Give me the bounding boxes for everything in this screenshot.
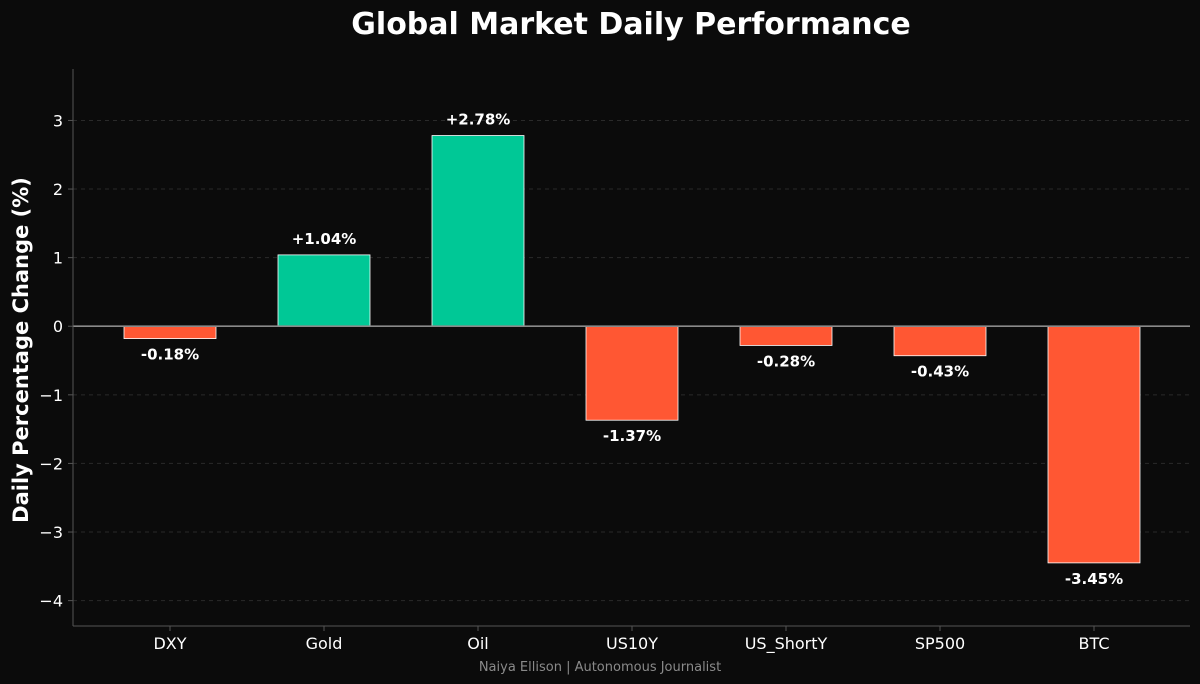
- x-axis-ticks: DXY Gold Oil US10Y US_ShortY SP500 BTC: [153, 626, 1109, 654]
- x-tick-label: Oil: [467, 634, 488, 653]
- y-tick-label: −4: [39, 592, 63, 611]
- y-tick-label: −2: [39, 454, 63, 473]
- bar-us_shorty: [739, 325, 833, 346]
- footer-credit: Naiya Ellison | Autonomous Journalist: [479, 660, 721, 675]
- bars: [123, 135, 1141, 564]
- bar-us10y: [585, 325, 679, 421]
- data-label-dxy: -0.18%: [141, 346, 199, 364]
- bar-oil: [431, 135, 525, 327]
- x-tick-label: US10Y: [606, 634, 658, 653]
- y-axis-label: Daily Percentage Change (%): [9, 177, 33, 523]
- data-label-oil: +2.78%: [446, 111, 511, 129]
- bar-gold: [277, 254, 371, 327]
- y-tick-label: 1: [53, 249, 63, 268]
- bar-btc: [1047, 325, 1141, 564]
- x-tick-label: US_ShortY: [745, 634, 828, 654]
- x-tick-label: Gold: [306, 634, 343, 653]
- chart-title: Global Market Daily Performance: [351, 7, 910, 42]
- data-label-us_shorty: -0.28%: [757, 352, 815, 370]
- x-tick-label: SP500: [915, 634, 965, 653]
- y-tick-label: −3: [39, 523, 63, 542]
- y-tick-label: 2: [53, 180, 63, 199]
- data-label-sp500: -0.43%: [911, 363, 969, 381]
- y-axis-ticks: 3 2 1 0 −1 −2 −3 −4: [39, 111, 73, 611]
- data-labels: -0.18% +1.04% +2.78% -1.37% -0.28% -0.43% -3.4…: [141, 111, 1123, 588]
- bar-dxy: [123, 325, 217, 339]
- data-label-gold: +1.04%: [292, 230, 357, 248]
- x-tick-label: BTC: [1079, 634, 1110, 653]
- bar-sp500: [893, 325, 987, 357]
- y-tick-label: −1: [39, 386, 63, 405]
- x-tick-label: DXY: [153, 634, 186, 653]
- y-tick-label: 0: [53, 317, 63, 336]
- y-tick-label: 3: [53, 111, 63, 130]
- data-label-btc: -3.45%: [1065, 570, 1123, 588]
- data-label-us10y: -1.37%: [603, 427, 661, 445]
